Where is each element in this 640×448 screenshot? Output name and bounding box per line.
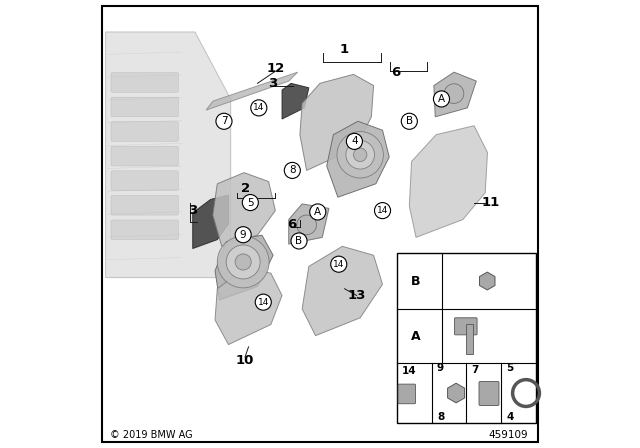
Circle shape: [297, 215, 316, 235]
Polygon shape: [106, 32, 230, 278]
Text: A: A: [438, 94, 445, 104]
FancyBboxPatch shape: [467, 323, 474, 354]
Text: © 2019 BMW AG: © 2019 BMW AG: [110, 430, 193, 440]
FancyBboxPatch shape: [111, 195, 179, 215]
FancyBboxPatch shape: [111, 171, 179, 190]
Polygon shape: [434, 72, 476, 117]
Polygon shape: [300, 74, 374, 170]
Circle shape: [337, 132, 383, 178]
Text: 8: 8: [289, 165, 296, 176]
Circle shape: [284, 162, 300, 178]
Text: 1: 1: [340, 43, 349, 56]
Circle shape: [374, 202, 390, 219]
FancyBboxPatch shape: [111, 146, 179, 166]
Text: 9: 9: [240, 230, 246, 240]
Text: 13: 13: [348, 289, 366, 302]
Circle shape: [235, 227, 252, 243]
Text: 6: 6: [287, 217, 296, 231]
Text: 14: 14: [333, 260, 344, 269]
Text: 4: 4: [351, 136, 358, 146]
Text: 5: 5: [247, 198, 253, 207]
Text: 4: 4: [506, 412, 513, 422]
Circle shape: [291, 233, 307, 249]
Text: A: A: [314, 207, 321, 217]
Text: 5: 5: [506, 363, 513, 373]
FancyBboxPatch shape: [454, 318, 477, 335]
FancyBboxPatch shape: [479, 381, 499, 405]
Circle shape: [346, 134, 362, 150]
Text: 7: 7: [472, 365, 479, 375]
Polygon shape: [410, 126, 488, 237]
FancyBboxPatch shape: [111, 220, 179, 240]
Text: 6: 6: [391, 66, 401, 79]
Text: 9: 9: [437, 363, 444, 373]
Polygon shape: [215, 235, 273, 300]
Circle shape: [346, 141, 374, 169]
Text: 3: 3: [269, 77, 278, 90]
Text: 459109: 459109: [488, 430, 527, 440]
Polygon shape: [289, 204, 329, 244]
Circle shape: [310, 204, 326, 220]
Text: 3: 3: [188, 204, 197, 217]
Circle shape: [235, 254, 252, 270]
Text: 14: 14: [402, 366, 417, 376]
Circle shape: [243, 194, 259, 211]
Text: 10: 10: [236, 354, 254, 367]
Polygon shape: [282, 83, 309, 119]
Circle shape: [444, 84, 464, 103]
Circle shape: [226, 245, 260, 279]
Text: 14: 14: [253, 103, 264, 112]
Polygon shape: [302, 246, 383, 336]
Circle shape: [353, 148, 367, 161]
Polygon shape: [215, 269, 282, 345]
Text: 11: 11: [481, 196, 500, 209]
Text: B: B: [406, 116, 413, 126]
Circle shape: [331, 256, 347, 272]
Circle shape: [255, 294, 271, 310]
Polygon shape: [326, 121, 389, 197]
Circle shape: [251, 100, 267, 116]
FancyBboxPatch shape: [397, 253, 536, 423]
Polygon shape: [193, 195, 228, 249]
Circle shape: [401, 113, 417, 129]
Polygon shape: [206, 72, 298, 110]
Text: 12: 12: [266, 62, 284, 75]
FancyBboxPatch shape: [111, 122, 179, 142]
Circle shape: [216, 113, 232, 129]
FancyBboxPatch shape: [398, 384, 415, 404]
FancyBboxPatch shape: [111, 97, 179, 117]
Text: 14: 14: [257, 297, 269, 307]
Text: B: B: [410, 275, 420, 288]
Text: B: B: [296, 236, 303, 246]
FancyBboxPatch shape: [111, 73, 179, 92]
Text: 8: 8: [437, 412, 444, 422]
Polygon shape: [213, 172, 275, 246]
Text: A: A: [410, 330, 420, 343]
Text: 7: 7: [221, 116, 227, 126]
Text: 14: 14: [377, 206, 388, 215]
Text: 2: 2: [241, 182, 250, 195]
Circle shape: [217, 236, 269, 288]
Circle shape: [433, 91, 449, 107]
